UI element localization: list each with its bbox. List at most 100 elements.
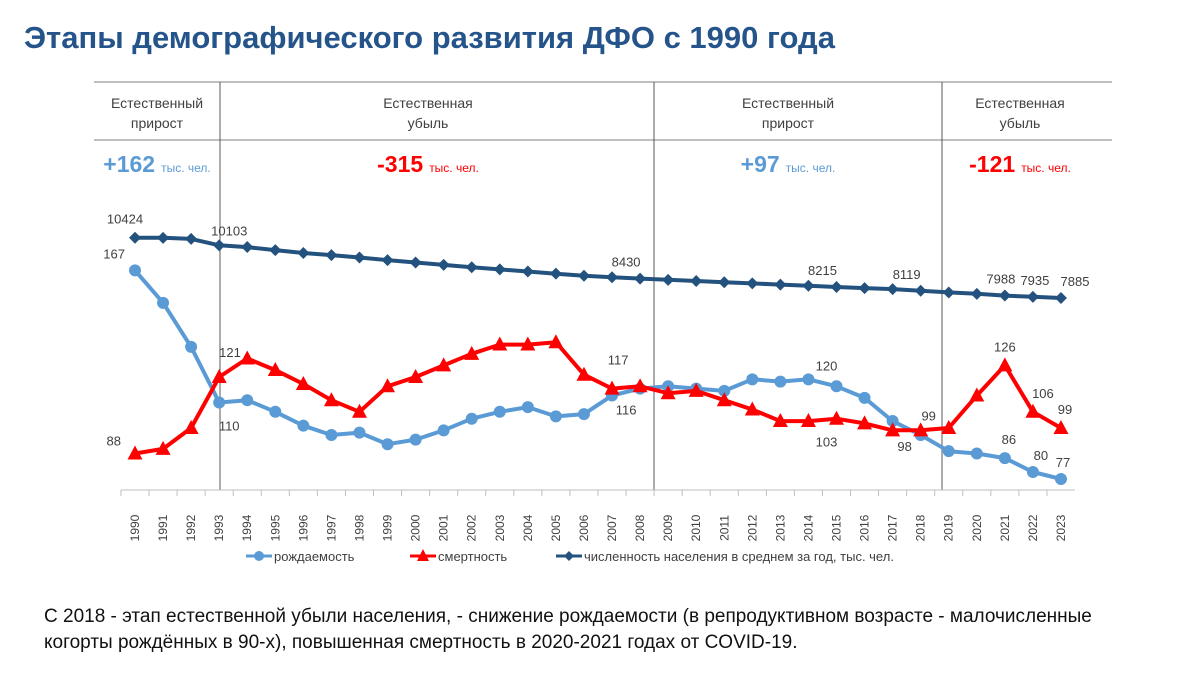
- population-point-1998: [353, 251, 366, 264]
- stage-value-number: +162: [103, 151, 155, 177]
- deaths-point-2012: [744, 401, 760, 416]
- births-point-2022: [1026, 466, 1039, 479]
- stage-value: -315 тыс. чел.: [377, 151, 479, 177]
- births-data-label-2021: 86: [1002, 432, 1016, 447]
- population-point-2023: [1054, 292, 1067, 304]
- births-point-1995: [269, 405, 282, 418]
- deaths-point-2004: [520, 336, 536, 351]
- deaths-data-label-1993: 121: [219, 345, 241, 360]
- population-point-2017: [886, 283, 899, 296]
- births-point-1996: [297, 419, 310, 432]
- x-tick-label-2004: 2004: [521, 514, 535, 541]
- x-tick-label-2017: 2017: [886, 514, 900, 541]
- deaths-point-2017: [885, 422, 901, 437]
- births-point-1998: [353, 426, 366, 439]
- population-point-1999: [381, 254, 394, 267]
- population-point-2011: [718, 276, 731, 289]
- deaths-data-label-2022: 106: [1032, 386, 1054, 401]
- population-point-1992: [185, 232, 198, 245]
- series-layer: [127, 231, 1069, 485]
- births-point-1993: [213, 396, 226, 409]
- population-point-2010: [690, 275, 703, 288]
- deaths-point-2014: [800, 413, 816, 428]
- deaths-point-2019: [941, 420, 957, 435]
- x-tick-label-2021: 2021: [998, 514, 1012, 541]
- births-point-2012: [746, 373, 759, 386]
- deaths-point-2023: [1053, 420, 1069, 435]
- births-point-2023: [1054, 473, 1067, 485]
- population-point-2007: [606, 271, 619, 284]
- deaths-point-2013: [772, 413, 788, 428]
- births-point-1999: [381, 438, 394, 451]
- births-point-1992: [185, 340, 198, 353]
- population-point-2002: [465, 261, 478, 274]
- x-tick-label-2022: 2022: [1026, 514, 1040, 541]
- legend-label-population: численность населения в среднем за год, …: [584, 549, 894, 564]
- legend-marker-deaths: [417, 549, 429, 561]
- births-line: [133, 269, 1062, 481]
- x-tick-label-2020: 2020: [970, 514, 984, 541]
- deaths-point-1994: [239, 350, 255, 365]
- stage-value: -121 тыс. чел.: [969, 151, 1071, 177]
- population-point-2005: [549, 267, 562, 280]
- deaths-point-2011: [716, 392, 732, 407]
- births-data-label-1990: 167: [103, 246, 125, 261]
- stage-headers: Естественный прирост +162 тыс. чел. Естестве…: [103, 95, 1071, 177]
- deaths-point-2008: [632, 378, 648, 393]
- births-point-2016: [858, 391, 871, 404]
- population-data-label-2008: 8430: [612, 255, 641, 270]
- population-point-2004: [521, 265, 534, 278]
- population-point-1997: [325, 249, 338, 262]
- population-point-2015: [830, 280, 843, 293]
- stage-value: +97 тыс. чел.: [741, 151, 836, 177]
- x-tick-label-2023: 2023: [1054, 514, 1068, 541]
- stage-label-line2: убыль: [1000, 115, 1041, 131]
- x-tick-label-2009: 2009: [661, 514, 675, 541]
- population-point-2018: [914, 284, 927, 297]
- births-data-label-1993: 110: [219, 419, 240, 434]
- population-point-1995: [269, 244, 282, 257]
- births-point-2005: [549, 410, 562, 423]
- x-tick-label-2010: 2010: [689, 514, 703, 541]
- x-tick-label-2015: 2015: [830, 514, 844, 541]
- deaths-point-2015: [829, 410, 844, 425]
- deaths-data-label-2015: 103: [816, 435, 838, 450]
- x-tick-label-2011: 2011: [717, 515, 731, 541]
- stage-value-unit: тыс. чел.: [1021, 161, 1071, 175]
- births-point-2021: [998, 452, 1011, 465]
- stage-value-number: -121: [969, 151, 1015, 177]
- deaths-point-1998: [351, 403, 367, 418]
- births-point-2013: [774, 375, 787, 388]
- deaths-point-2001: [436, 357, 452, 372]
- deaths-point-2022: [1025, 403, 1041, 418]
- x-axis: 1990 1991 1992 1993 1994 1995 1996 1997 1998 1999…: [120, 489, 1075, 541]
- population-data-label-2022: 7935: [1020, 273, 1049, 288]
- deaths-point-2021: [997, 357, 1013, 372]
- population-point-2022: [1026, 290, 1039, 303]
- deaths-point-2007: [604, 380, 620, 395]
- stage-value-unit: тыс. чел.: [429, 161, 479, 175]
- x-tick-label-2007: 2007: [605, 514, 619, 541]
- population-point-2013: [774, 278, 787, 291]
- stage-label-line2: убыль: [408, 115, 449, 131]
- population-point-2001: [437, 258, 450, 271]
- births-point-1994: [241, 394, 254, 407]
- births-point-2006: [577, 408, 590, 421]
- stage-value-unit: тыс. чел.: [786, 161, 836, 175]
- births-point-1990: [129, 264, 141, 277]
- legend-label-births: рождаемость: [274, 549, 355, 564]
- stage-value-number: -315: [377, 151, 423, 177]
- stage-value-number: +97: [741, 151, 780, 177]
- footnote: С 2018 - этап естественной убыли населен…: [44, 606, 1092, 653]
- deaths-point-1995: [267, 362, 283, 377]
- births-data-label-2023: 77: [1056, 455, 1070, 470]
- population-point-2020: [970, 287, 983, 300]
- population-line: [134, 235, 1062, 300]
- deaths-point-1997: [323, 392, 339, 407]
- stage-header-frame: [94, 81, 1112, 490]
- deaths-point-2010: [688, 382, 704, 397]
- population-point-2019: [942, 286, 955, 299]
- demography-chart: Естественный прирост +162 тыс. чел. Естестве…: [94, 81, 1112, 564]
- x-tick-label-1993: 1993: [212, 514, 226, 541]
- population-point-1993: [213, 239, 226, 252]
